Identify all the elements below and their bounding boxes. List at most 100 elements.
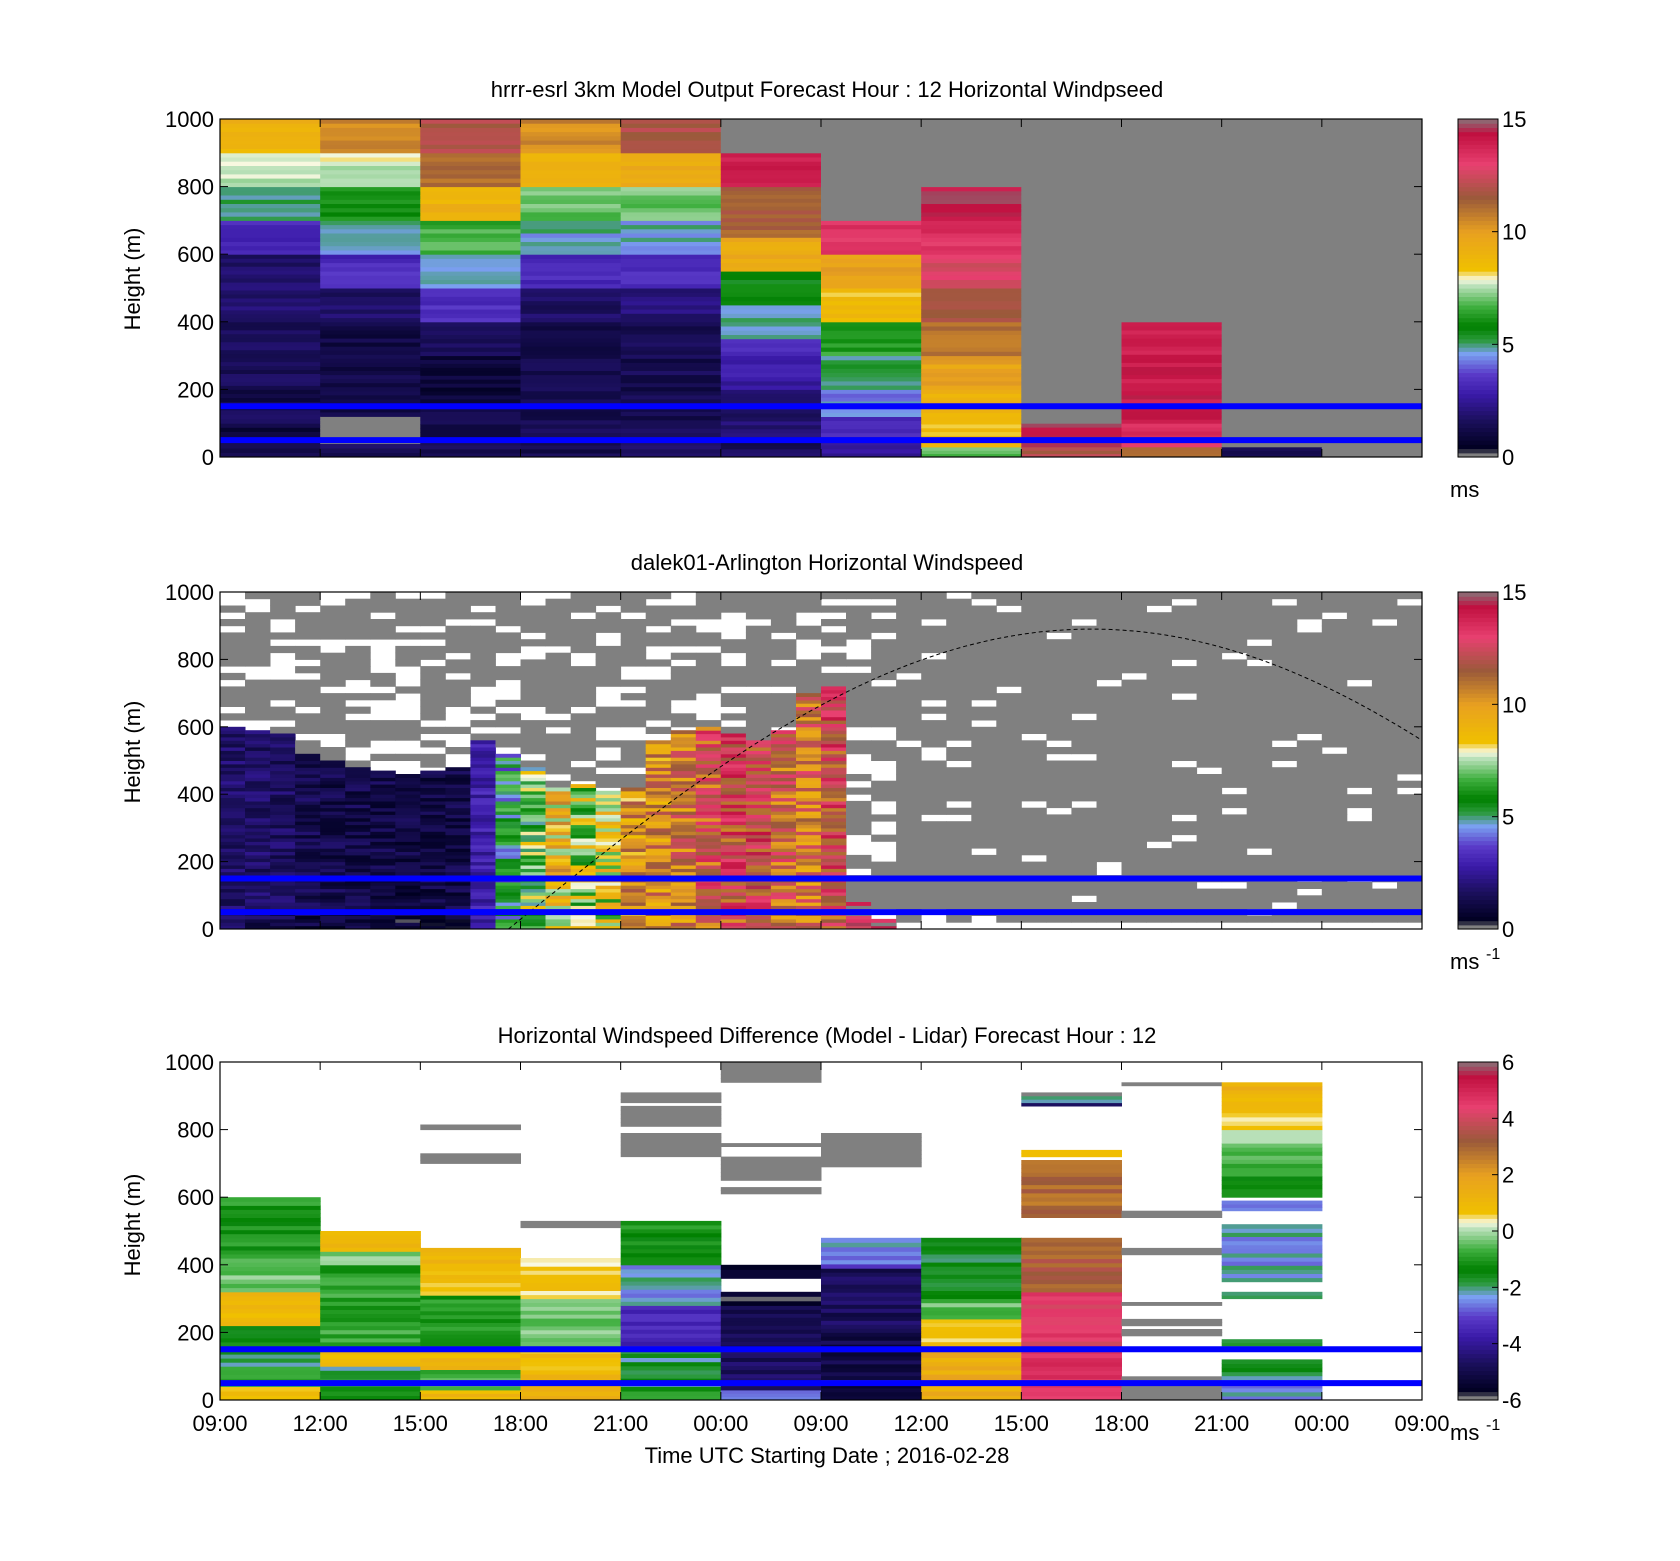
heatmap-cell [595, 800, 622, 805]
heatmap-cell [345, 838, 371, 842]
heatmap-cell [620, 419, 722, 425]
heatmap-cell [871, 902, 897, 910]
heatmap-cell [1196, 659, 1223, 667]
heatmap-cell [946, 666, 972, 674]
heatmap-cell [620, 1357, 722, 1363]
heatmap-cell [921, 207, 1022, 213]
heatmap-cell [620, 1252, 722, 1258]
heatmap-cell [720, 1264, 822, 1270]
heatmap-cell [295, 720, 321, 728]
heatmap-cell [495, 922, 521, 927]
heatmap-cell [220, 726, 246, 731]
heatmap-cell [896, 645, 922, 654]
heatmap-cell [695, 639, 722, 647]
heatmap-cell [921, 666, 947, 674]
heatmap-cell [720, 891, 747, 896]
heatmap-cell [220, 203, 321, 209]
heatmap-cell [971, 686, 997, 694]
heatmap-cell [620, 1361, 722, 1367]
heatmap-cell [745, 612, 772, 620]
heatmap-cell [245, 787, 271, 792]
heatmap-cell [520, 378, 622, 384]
heatmap-cell [620, 428, 722, 433]
heatmap-cell [420, 1286, 521, 1292]
heatmap-cell [921, 774, 947, 782]
heatmap-cell [620, 1260, 722, 1266]
heatmap-cell [295, 821, 321, 826]
heatmap-cell [320, 182, 421, 188]
heatmap-cell [670, 666, 697, 674]
heatmap-cell [270, 922, 296, 927]
heatmap-cell [1121, 834, 1147, 842]
heatmap-cell [1397, 821, 1423, 829]
heatmap-cell [796, 730, 822, 735]
heatmap-cell [921, 1395, 1022, 1401]
heatmap-cell [946, 726, 972, 734]
heatmap-cell [1121, 370, 1223, 376]
heatmap-cell [1021, 1353, 1122, 1359]
heatmap-cell [1046, 861, 1072, 869]
heatmap-cell [1296, 827, 1323, 836]
heatmap-cell [445, 821, 471, 826]
heatmap-cell [445, 865, 471, 869]
heatmap-cell [1121, 888, 1147, 896]
colorbar-tick-label: 4 [1502, 1106, 1514, 1131]
heatmap-cell [821, 204, 922, 209]
heatmap-cell [1271, 888, 1298, 896]
heatmap-cell [1021, 309, 1122, 315]
heatmap-cell [1371, 625, 1398, 633]
heatmap-cell [1146, 632, 1172, 640]
heatmap-cell [520, 925, 546, 930]
heatmap-cell [595, 659, 622, 667]
heatmap-cell [770, 922, 797, 927]
heatmap-cell [821, 787, 847, 792]
heatmap-cell [921, 203, 1022, 209]
heatmap-cell [720, 1156, 822, 1161]
heatmap-cell [1271, 720, 1298, 728]
heatmap-cell [245, 740, 271, 745]
heatmap-cell [670, 767, 697, 772]
heatmap-cell [1021, 224, 1122, 230]
colorbar-segment [1458, 288, 1498, 293]
heatmap-cell [320, 915, 346, 920]
heatmap-cell [921, 385, 1022, 390]
heatmap-cell [320, 1386, 421, 1392]
heatmap-cell [420, 363, 521, 368]
heatmap-cell [946, 794, 972, 802]
heatmap-cell [1021, 1209, 1122, 1214]
heatmap-cell [921, 443, 1022, 448]
heatmap-cell [520, 639, 546, 647]
heatmap-cell [520, 605, 546, 613]
colorbar-segment [1458, 250, 1498, 255]
heatmap-cell [1221, 260, 1323, 266]
heatmap-cell [770, 794, 797, 799]
heatmap-cell [745, 898, 772, 903]
colorbar-segment [1458, 1340, 1498, 1346]
heatmap-cell [220, 241, 321, 247]
heatmap-cell [1071, 888, 1097, 896]
colorbar-segment [1458, 768, 1498, 774]
heatmap-cell [1021, 1395, 1122, 1401]
heatmap-cell [220, 123, 321, 128]
heatmap-cell [1021, 1271, 1122, 1276]
heatmap-cell [1296, 699, 1323, 707]
heatmap-cell [946, 639, 972, 647]
heatmap-cell [1021, 289, 1122, 294]
heatmap-cell [1321, 598, 1348, 606]
heatmap-cell [1096, 598, 1122, 606]
heatmap-cell [645, 848, 672, 852]
heatmap-cell [220, 787, 246, 792]
heatmap-cell [1171, 612, 1198, 620]
heatmap-cell [1221, 1253, 1323, 1258]
x-tick-label: 15:00 [393, 1411, 448, 1436]
heatmap-cell [570, 817, 597, 822]
heatmap-cell [245, 814, 271, 819]
heatmap-cell [1121, 151, 1223, 156]
heatmap-cell [295, 804, 321, 809]
heatmap-cell [1121, 411, 1223, 416]
heatmap-cell [1121, 915, 1147, 923]
heatmap-cell [620, 794, 647, 799]
heatmap-cell [395, 733, 421, 741]
colorbar-segment [1458, 1209, 1498, 1215]
heatmap-cell [1321, 310, 1423, 315]
